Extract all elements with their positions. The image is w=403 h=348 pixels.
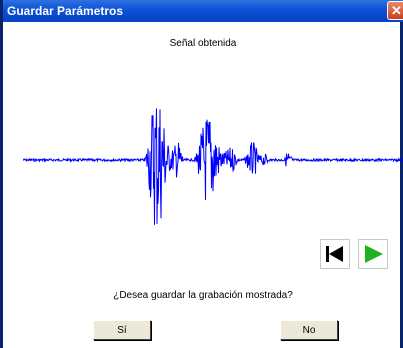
title-bar[interactable]: Guardar Parámetros ✕ <box>3 0 403 22</box>
no-button[interactable]: No <box>280 320 338 340</box>
save-prompt: ¿Desea guardar la grabación mostrada? <box>113 290 293 301</box>
play-button[interactable] <box>358 239 388 269</box>
skip-to-start-icon <box>326 246 343 262</box>
waveform-line <box>23 108 403 225</box>
rewind-button[interactable] <box>320 239 350 269</box>
window-title: Guardar Parámetros <box>7 4 124 18</box>
signal-title: Señal obtenida <box>169 38 237 49</box>
close-button[interactable]: ✕ <box>387 1 403 20</box>
close-icon: ✕ <box>391 3 402 18</box>
waveform-plot <box>23 108 403 225</box>
play-icon <box>365 245 383 263</box>
yes-button[interactable]: Sí <box>93 320 151 340</box>
